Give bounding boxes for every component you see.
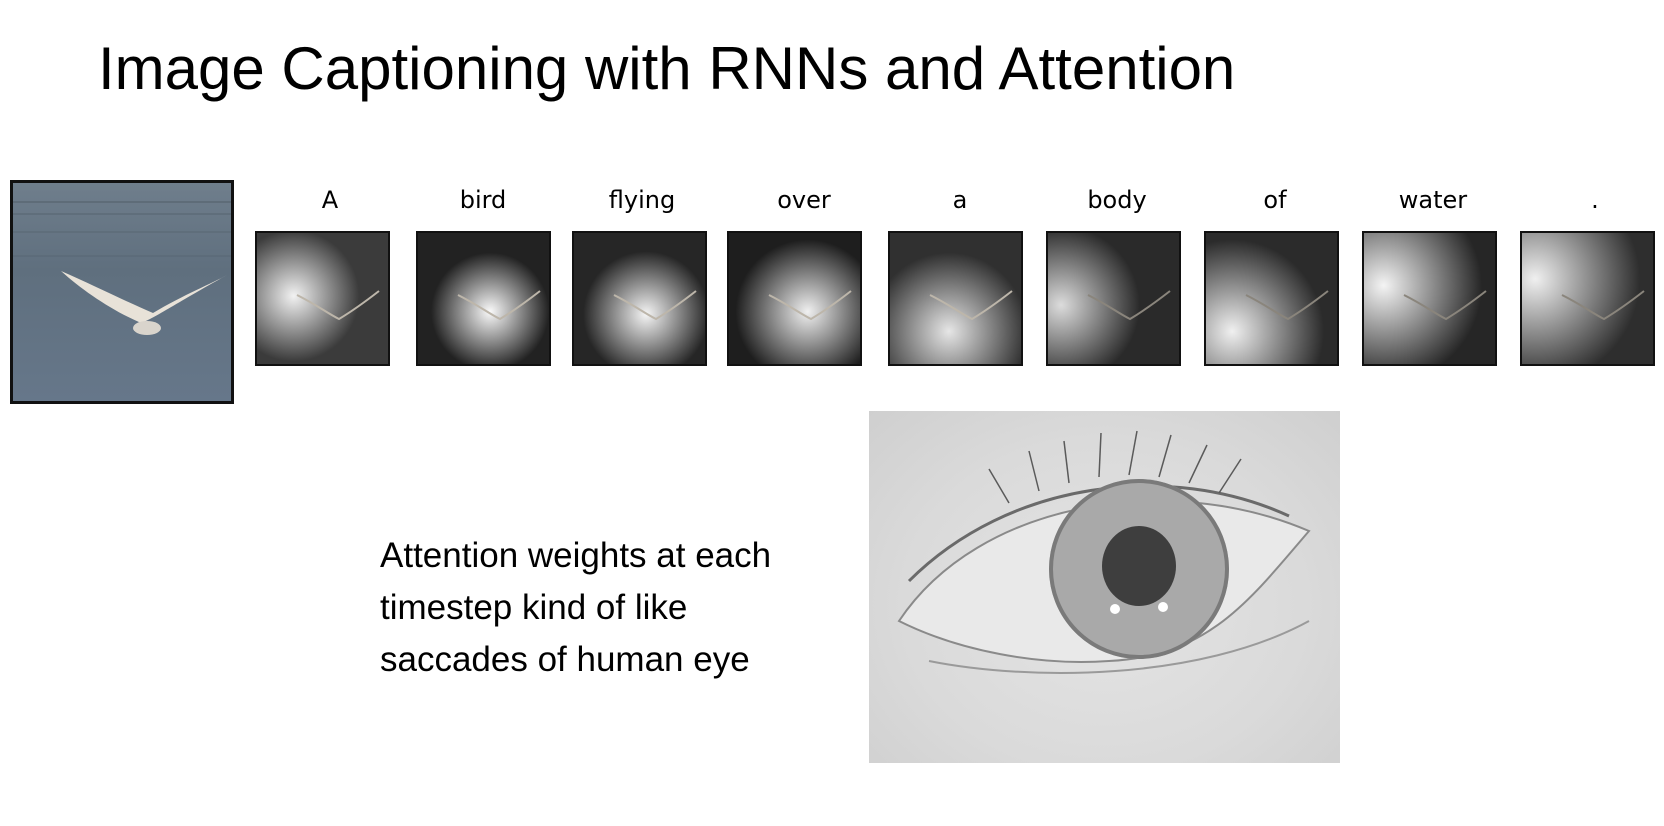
caption-line: timestep kind of like: [380, 588, 688, 627]
attention-map: [572, 231, 707, 366]
attention-map: [255, 231, 390, 366]
caption-word: .: [1591, 186, 1599, 214]
attention-map: [888, 231, 1023, 366]
caption-word: of: [1263, 186, 1287, 214]
attention-map: [416, 231, 551, 366]
caption-word: a: [952, 186, 968, 214]
caption-word: bird: [459, 186, 507, 214]
caption-word: body: [1087, 186, 1147, 214]
attention-map: [1520, 231, 1655, 366]
attention-map: [727, 231, 862, 366]
caption-line: saccades of human eye: [380, 640, 750, 679]
attention-map: [1046, 231, 1181, 366]
slide-caption: Attention weights at each timestep kind …: [380, 530, 850, 686]
attention-map: [1204, 231, 1339, 366]
eye-photo: [869, 411, 1340, 763]
bird-icon: [61, 271, 227, 335]
attention-map: [1362, 231, 1497, 366]
caption-line: Attention weights at each: [380, 536, 772, 575]
slide-title: Image Captioning with RNNs and Attention: [98, 35, 1236, 102]
caption-word: A: [321, 186, 339, 214]
caption-word: water: [1398, 186, 1468, 214]
bird-photo: [10, 180, 234, 404]
eye-icon: [897, 430, 1311, 674]
caption-word: over: [777, 186, 831, 214]
caption-word: flying: [608, 186, 676, 214]
